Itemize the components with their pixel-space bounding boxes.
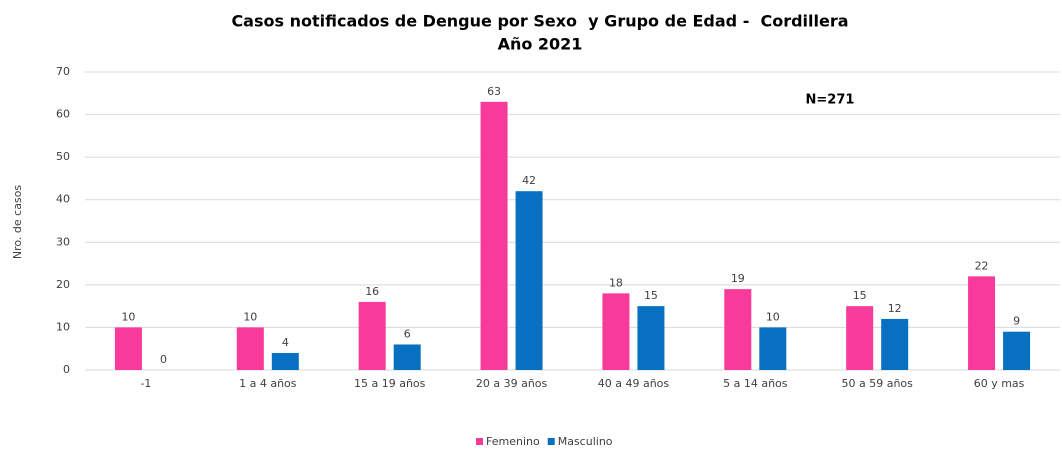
data-label: 10 <box>766 310 780 323</box>
y-tick-label: 30 <box>56 235 70 248</box>
data-label: 22 <box>975 259 989 272</box>
bar <box>881 318 909 370</box>
bar <box>724 289 752 370</box>
y-tick-label: 70 <box>56 65 70 78</box>
data-label: 16 <box>365 285 379 298</box>
data-label: 63 <box>487 85 501 98</box>
data-label: 18 <box>609 276 623 289</box>
x-tick-label: 5 a 14 años <box>723 377 788 390</box>
y-tick-label: 60 <box>56 108 70 121</box>
data-label: 15 <box>853 289 867 302</box>
y-tick-label: 10 <box>56 320 70 333</box>
annotation: N=271 <box>806 93 855 108</box>
data-label: 15 <box>644 289 658 302</box>
legend-swatch <box>476 438 483 445</box>
bar <box>114 327 142 370</box>
bar <box>236 327 264 370</box>
x-tick-label: 1 a 4 años <box>239 377 297 390</box>
bar <box>358 301 386 370</box>
x-tick-label: 40 a 49 años <box>598 377 670 390</box>
data-label: 19 <box>731 272 745 285</box>
y-tick-label: 0 <box>63 363 70 376</box>
bar <box>759 327 787 370</box>
chart-title: Año 2021 <box>498 35 583 54</box>
y-axis-label: Nro. de casos <box>11 185 24 260</box>
y-tick-label: 40 <box>56 193 70 206</box>
legend-label: Femenino <box>486 435 540 448</box>
bar <box>637 306 665 370</box>
chart-title: Casos notificados de Dengue por Sexo y G… <box>231 12 848 31</box>
data-label: 9 <box>1013 315 1020 328</box>
x-tick-label: 60 y mas <box>974 377 1025 390</box>
y-tick-label: 50 <box>56 150 70 163</box>
x-tick-label: 50 a 59 años <box>841 377 913 390</box>
bar <box>271 352 299 370</box>
bar <box>968 276 996 370</box>
bar <box>846 306 874 370</box>
data-label: 12 <box>888 302 902 315</box>
x-tick-label: -1 <box>140 377 151 390</box>
y-tick-label: 20 <box>56 278 70 291</box>
data-label: 6 <box>404 327 411 340</box>
data-label: 10 <box>243 310 257 323</box>
bar <box>515 191 543 370</box>
bar <box>1003 331 1031 370</box>
legend-swatch <box>547 438 555 445</box>
bar <box>480 101 508 371</box>
data-label: 10 <box>121 310 135 323</box>
bar <box>393 344 421 370</box>
data-label: 42 <box>522 174 536 187</box>
data-label: 4 <box>282 336 289 349</box>
legend-label: Masculino <box>558 435 613 448</box>
data-label: 0 <box>160 353 167 366</box>
x-tick-label: 20 a 39 años <box>476 377 548 390</box>
bar <box>602 293 630 370</box>
x-tick-label: 15 a 19 años <box>354 377 426 390</box>
